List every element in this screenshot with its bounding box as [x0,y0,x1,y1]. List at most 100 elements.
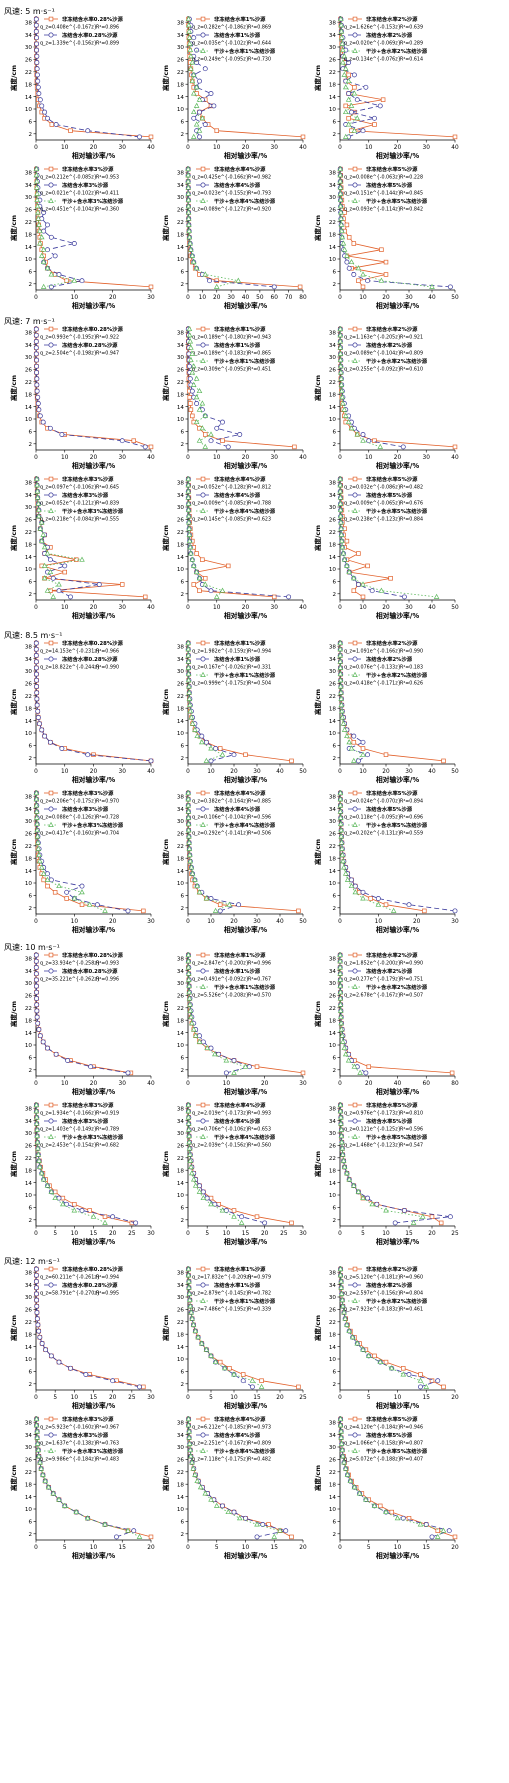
y-tick-label: 34 [25,1283,33,1289]
data-point [383,272,389,277]
legend-marker [48,1133,54,1139]
y-tick-label: 14 [329,1031,337,1037]
data-point [196,387,203,394]
data-point [231,1371,237,1377]
data-point [345,96,352,102]
y-tick-label: 10 [329,417,337,423]
y-tick-label: 26 [329,518,337,524]
data-point [35,1446,42,1453]
fit-r2: R²=0.947 [96,351,119,357]
y-axis-label: 高度/cm [313,525,322,551]
y-tick-label: 14 [25,405,33,411]
x-tick-label: 40 [299,145,307,151]
legend-label: 非冻结含水率3%沙源 [62,1415,114,1423]
data-point [191,35,197,41]
fit-equation: q_z=0.032e^{-0.086z} [344,485,401,491]
y-tick-label: 38 [177,1270,185,1276]
fit-r2: R²=0.596 [400,1127,423,1133]
y-tick-label: 6 [332,270,336,276]
fit-equation: q_z=0.009e^{-0.085z} [192,501,249,507]
x-tick-label: 30 [299,1081,307,1087]
data-point [185,970,192,976]
legend-label: 非冻结含水率0.28%沙源 [62,1265,123,1273]
data-point [452,908,458,914]
data-point [72,1202,77,1207]
y-tick-label: 6 [28,744,32,750]
data-point [33,22,39,28]
y-tick-label: 22 [329,220,336,226]
data-point [40,870,47,876]
data-point [190,1465,196,1471]
x-tick-label: 50 [299,769,307,775]
x-tick-label: 20 [451,1545,459,1551]
data-point [34,1440,41,1446]
y-tick-label: 30 [177,1295,185,1301]
fit-r2: R²=0.644 [248,41,271,47]
data-point [189,870,196,876]
data-point [380,97,386,102]
fit-equation: q_z=0.976e^{-0.173z} [344,1111,401,1117]
fit-r2: R²=0.228 [400,175,423,181]
data-point [337,196,344,203]
y-tick-label: 38 [25,20,33,26]
data-point [35,715,41,720]
data-point [35,500,42,506]
data-point [36,1027,42,1032]
x-tick-label: 30 [119,769,127,775]
data-point [377,103,383,109]
y-tick-label: 22 [329,70,336,76]
series-line [36,169,83,288]
data-point [62,563,68,569]
data-point [186,1139,192,1145]
x-tick-label: 40 [147,769,155,775]
data-point [199,425,206,431]
data-point [60,1201,66,1207]
data-point [223,1057,230,1063]
y-tick-label: 18 [177,542,185,548]
fit-r2: R²=0.990 [96,665,119,671]
legend-label: 冻结含水率1%沙源 [214,967,261,975]
legend-marker [48,507,54,513]
data-point [337,203,344,209]
data-point [34,1291,39,1297]
fit-r2: R²=0.793 [248,191,271,197]
x-tick-label: 10 [230,1395,238,1401]
data-point [254,1521,260,1527]
y-tick-label: 26 [329,368,337,374]
y-tick-label: 38 [25,1270,33,1276]
data-point [187,544,194,550]
y-axis-label: 高度/cm [313,1315,322,1341]
fit-r2: R²=0.339 [248,1307,271,1313]
data-point [351,733,357,739]
legend-marker [48,790,54,796]
y-tick-label: 22 [25,844,32,850]
data-point [366,438,372,444]
data-point [339,1151,346,1157]
x-axis-label: 相对输沙率/% [72,301,115,310]
data-point [40,258,47,265]
fit-equation: q_z=7.118e^{-0.175z} [192,1457,249,1463]
data-point [36,221,42,227]
y-tick-label: 18 [329,232,337,238]
y-tick-label: 14 [177,1345,185,1351]
y-tick-label: 2 [180,1532,184,1538]
y-tick-label: 22 [329,1320,336,1326]
fit-r2: R²=0.973 [248,1425,271,1431]
x-axis-label: 相对输沙率/% [224,925,267,934]
y-tick-label: 30 [25,1445,33,1451]
data-point [337,970,343,976]
x-tick-label: 0 [34,919,38,925]
data-point [185,15,192,22]
data-point [254,1534,260,1540]
x-tick-label: 15 [405,1231,413,1237]
x-tick-label: 10 [71,1231,79,1237]
legend-marker [48,1118,54,1124]
x-tick-label: 30 [405,605,413,611]
data-point [360,128,366,134]
x-tick-label: 20 [276,1395,284,1401]
y-tick-label: 10 [177,107,185,113]
data-point [189,720,196,726]
data-point [351,740,357,745]
data-point [186,1145,193,1151]
